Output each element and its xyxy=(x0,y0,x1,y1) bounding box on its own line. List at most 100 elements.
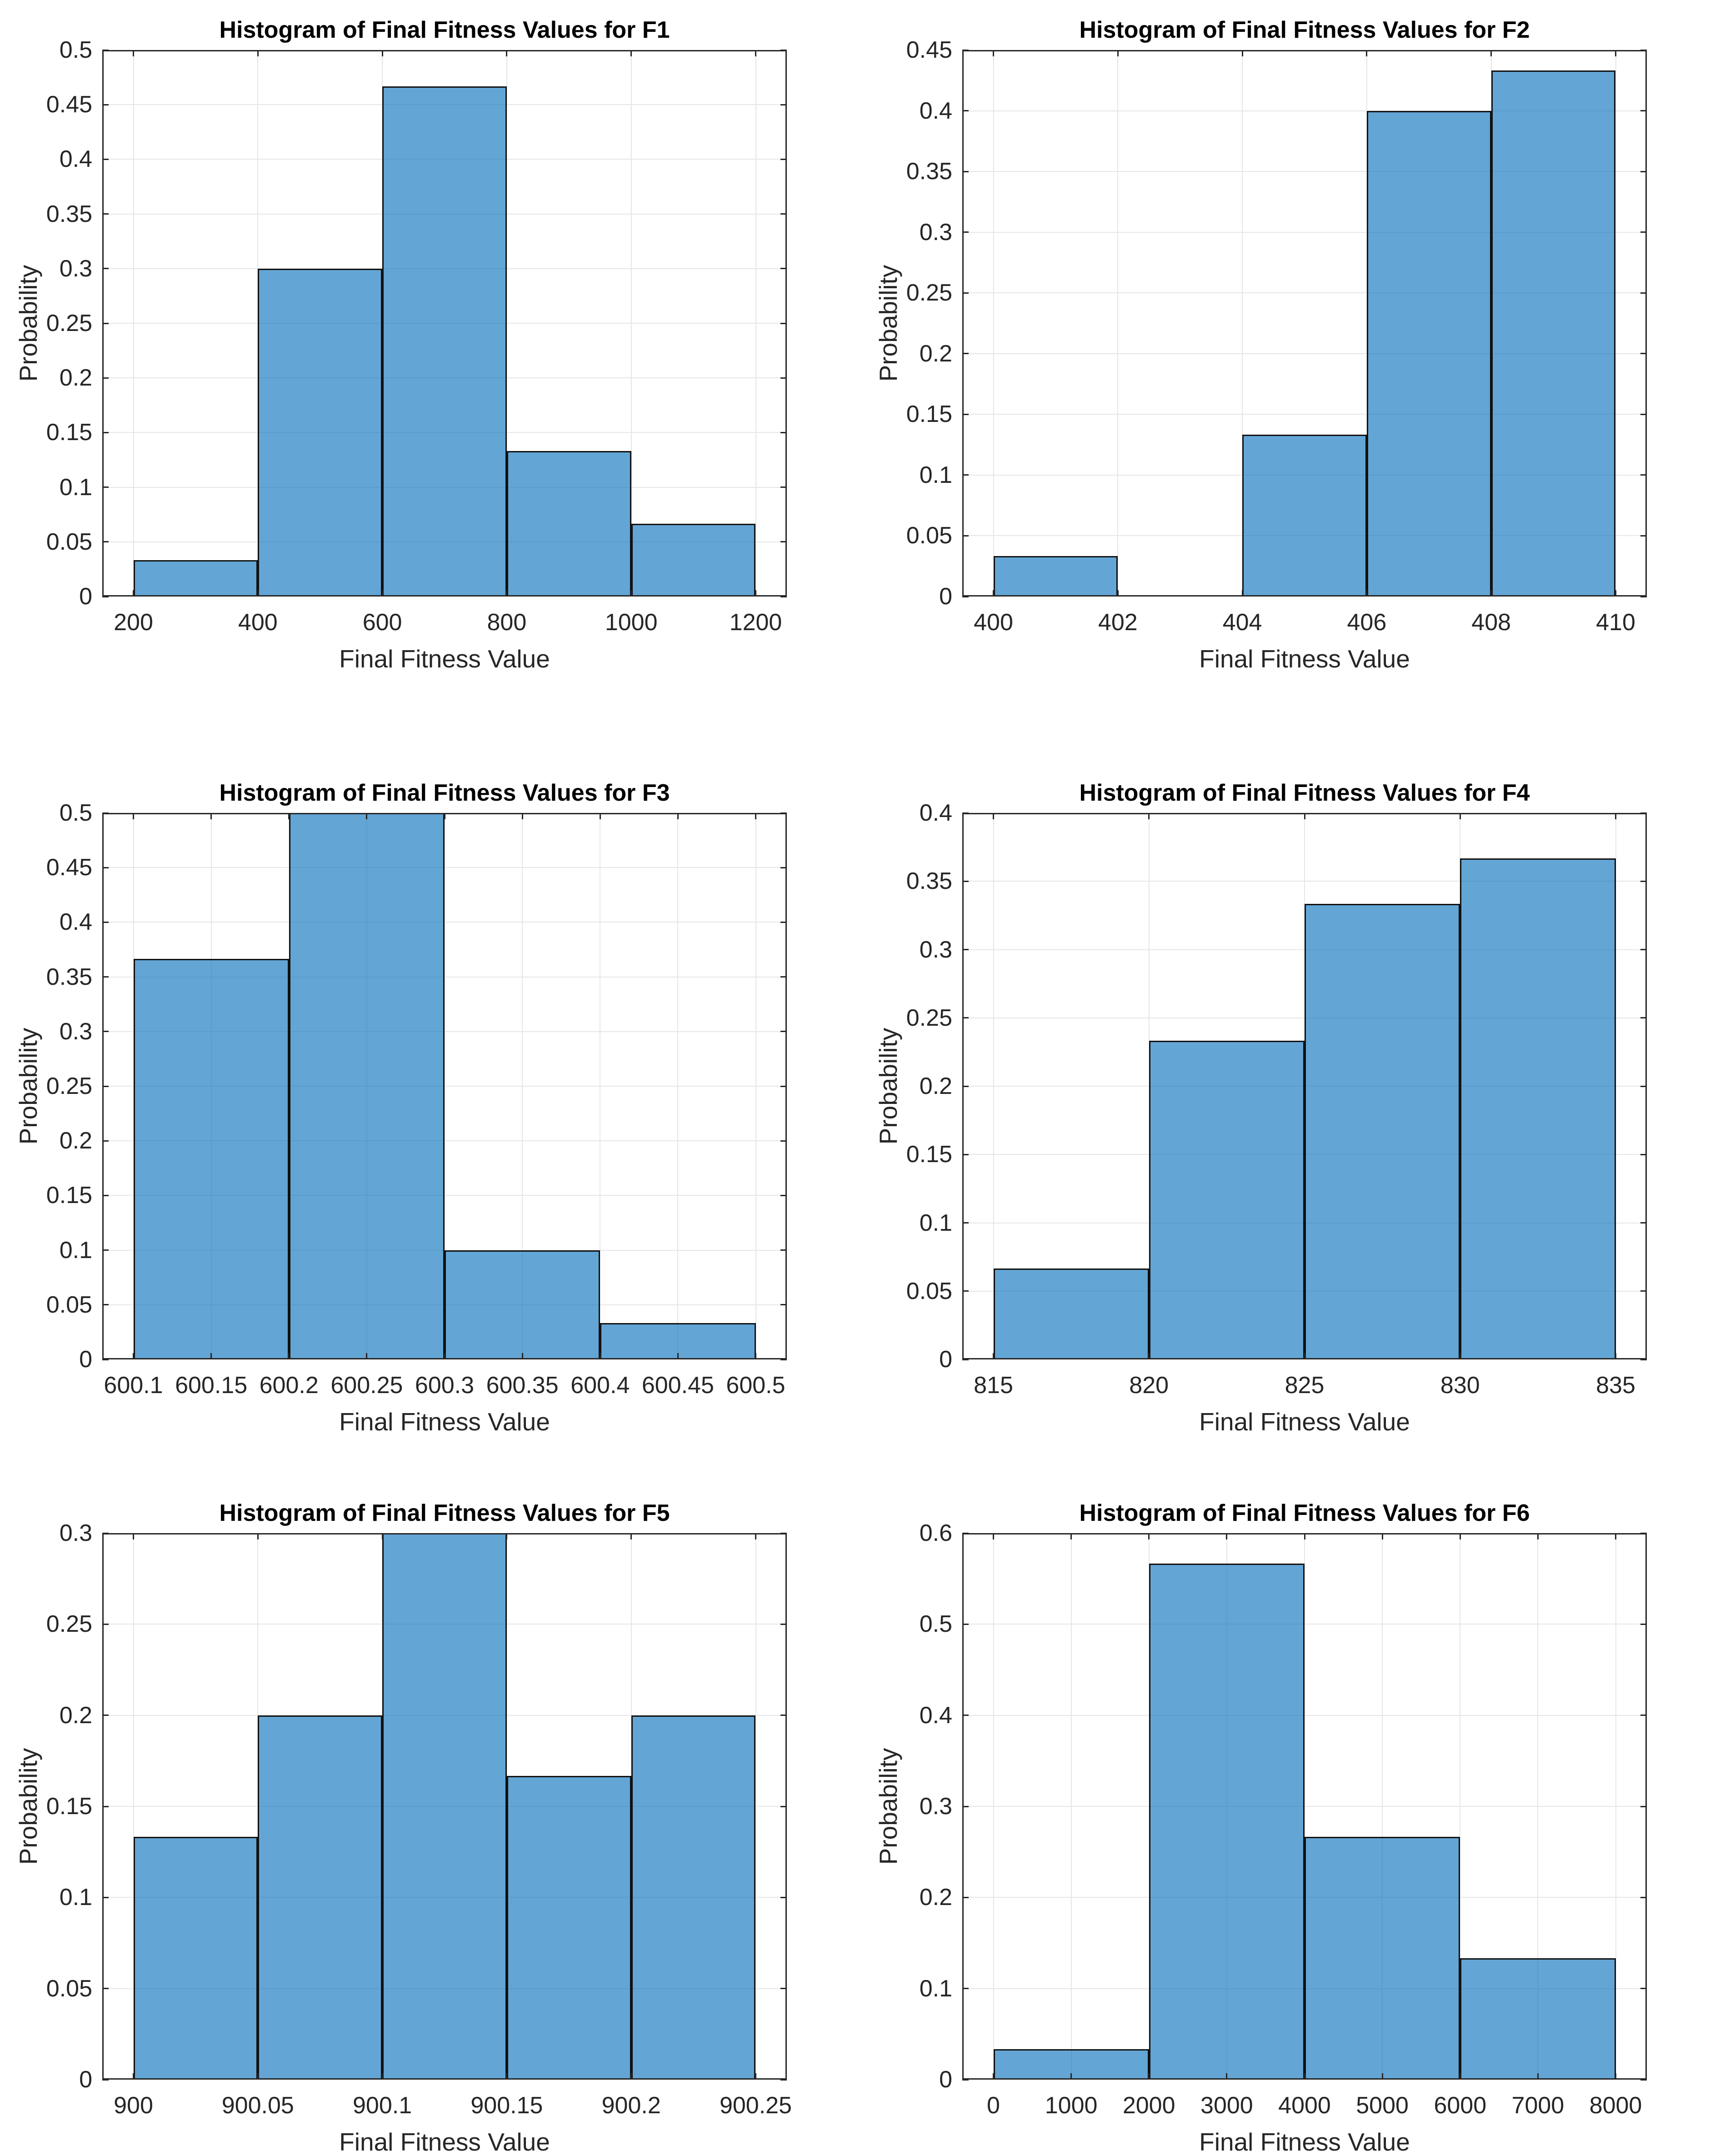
y-tick xyxy=(1640,49,1647,51)
y-tick xyxy=(102,377,109,379)
v-gridline xyxy=(1117,50,1119,597)
y-tick-label: 0.4 xyxy=(59,909,92,936)
y-tick xyxy=(102,1359,109,1360)
x-tick xyxy=(506,590,508,597)
x-tick xyxy=(1070,2073,1072,2080)
y-tick xyxy=(102,1805,109,1807)
h-gridline xyxy=(962,231,1647,233)
y-tick xyxy=(102,1140,109,1142)
x-tick xyxy=(1148,813,1150,819)
x-tick-label: 400 xyxy=(974,609,1013,636)
y-tick xyxy=(962,474,969,476)
x-tick xyxy=(257,590,259,597)
y-tick xyxy=(780,322,787,324)
x-tick-label: 900 xyxy=(114,2092,153,2119)
x-tick xyxy=(366,813,368,819)
y-tick xyxy=(1640,1805,1647,1807)
y-tick xyxy=(1640,353,1647,355)
y-tick xyxy=(1640,1896,1647,1898)
x-tick-label: 815 xyxy=(974,1372,1013,1399)
x-tick xyxy=(1366,590,1368,597)
y-tick xyxy=(1640,596,1647,597)
y-tick xyxy=(1640,1290,1647,1292)
y-tick xyxy=(1640,1715,1647,1716)
y-tick xyxy=(962,949,969,950)
h-gridline xyxy=(102,1195,787,1196)
plot-area: 600.1 600.15 600.2 600.25 600.3 600.35 600.4 60… xyxy=(46,800,787,1399)
y-tick xyxy=(780,1623,787,1625)
x-tick xyxy=(133,813,134,819)
y-tick xyxy=(780,1359,787,1360)
x-tick xyxy=(755,50,756,56)
x-tick-label: 600.1 xyxy=(104,1372,163,1399)
x-tick-label: 1000 xyxy=(605,609,658,636)
y-tick xyxy=(102,1532,109,1534)
y-tick xyxy=(780,268,787,270)
x-tick xyxy=(1117,590,1119,597)
x-tick-label: 600.5 xyxy=(726,1372,785,1399)
x-tick-label: 900.15 xyxy=(470,2092,543,2119)
x-tick xyxy=(366,1353,368,1359)
y-tick xyxy=(780,1194,787,1196)
histogram-bar xyxy=(258,1715,383,2080)
y-tick-label: 0 xyxy=(939,1346,952,1373)
x-tick xyxy=(993,2073,994,2080)
x-tick-label: 900.2 xyxy=(601,2092,661,2119)
y-tick-label: 0.3 xyxy=(919,936,952,963)
y-tick-label: 0.05 xyxy=(46,1291,92,1318)
x-tick xyxy=(257,1533,259,1539)
x-tick xyxy=(677,1353,679,1359)
y-tick xyxy=(102,596,109,597)
y-tick xyxy=(1640,1153,1647,1155)
histogram-bar xyxy=(631,1715,756,2080)
h-gridline xyxy=(962,292,1647,294)
y-tick xyxy=(962,1805,969,1807)
x-tick xyxy=(288,1353,290,1359)
x-tick xyxy=(1366,50,1368,56)
x-tick xyxy=(1304,2073,1305,2080)
y-tick-label: 0 xyxy=(79,2066,92,2093)
x-tick-label: 6000 xyxy=(1434,2092,1487,2119)
y-tick-label: 0.05 xyxy=(46,528,92,555)
v-gridline xyxy=(1242,50,1243,597)
x-axis-label: Final Fitness Value xyxy=(339,1408,550,1436)
chart-title: Histogram of Final Fitness Values for F5 xyxy=(219,1500,670,1526)
x-tick-label: 900.1 xyxy=(353,2092,412,2119)
x-tick xyxy=(133,50,134,56)
y-tick-label: 0.25 xyxy=(906,1004,952,1031)
y-tick xyxy=(1640,1017,1647,1019)
x-tick xyxy=(1148,1533,1150,1539)
y-tick xyxy=(962,2079,969,2081)
x-tick-label: 1200 xyxy=(729,609,782,636)
x-tick xyxy=(521,813,523,819)
y-tick xyxy=(780,1031,787,1033)
x-tick xyxy=(1615,50,1616,56)
y-tick xyxy=(1640,292,1647,294)
x-tick-label: 404 xyxy=(1222,609,1262,636)
histogram-f3: Histogram of Final Fitness Values for F3… xyxy=(14,780,787,1436)
y-tick xyxy=(962,880,969,882)
y-tick xyxy=(962,231,969,233)
histogram-bar xyxy=(445,1250,600,1359)
x-tick xyxy=(993,590,994,597)
x-tick-label: 410 xyxy=(1596,609,1635,636)
y-tick-label: 0.1 xyxy=(919,461,952,488)
y-tick-label: 0.15 xyxy=(46,1793,92,1820)
y-tick xyxy=(962,1359,969,1360)
y-tick xyxy=(962,1532,969,1534)
y-tick xyxy=(780,867,787,868)
y-tick xyxy=(102,1988,109,1990)
histogram-bar xyxy=(1149,1040,1305,1359)
x-tick xyxy=(1070,1533,1072,1539)
x-tick xyxy=(599,813,601,819)
x-tick xyxy=(993,1533,994,1539)
x-tick xyxy=(257,50,259,56)
y-tick xyxy=(102,1194,109,1196)
x-tick xyxy=(1226,1533,1228,1539)
x-tick xyxy=(257,2073,259,2080)
x-tick xyxy=(1381,1533,1383,1539)
y-tick xyxy=(102,1031,109,1033)
x-tick-label: 600.25 xyxy=(330,1372,403,1399)
y-tick-label: 0.25 xyxy=(46,1611,92,1638)
y-tick-label: 0.15 xyxy=(46,419,92,446)
